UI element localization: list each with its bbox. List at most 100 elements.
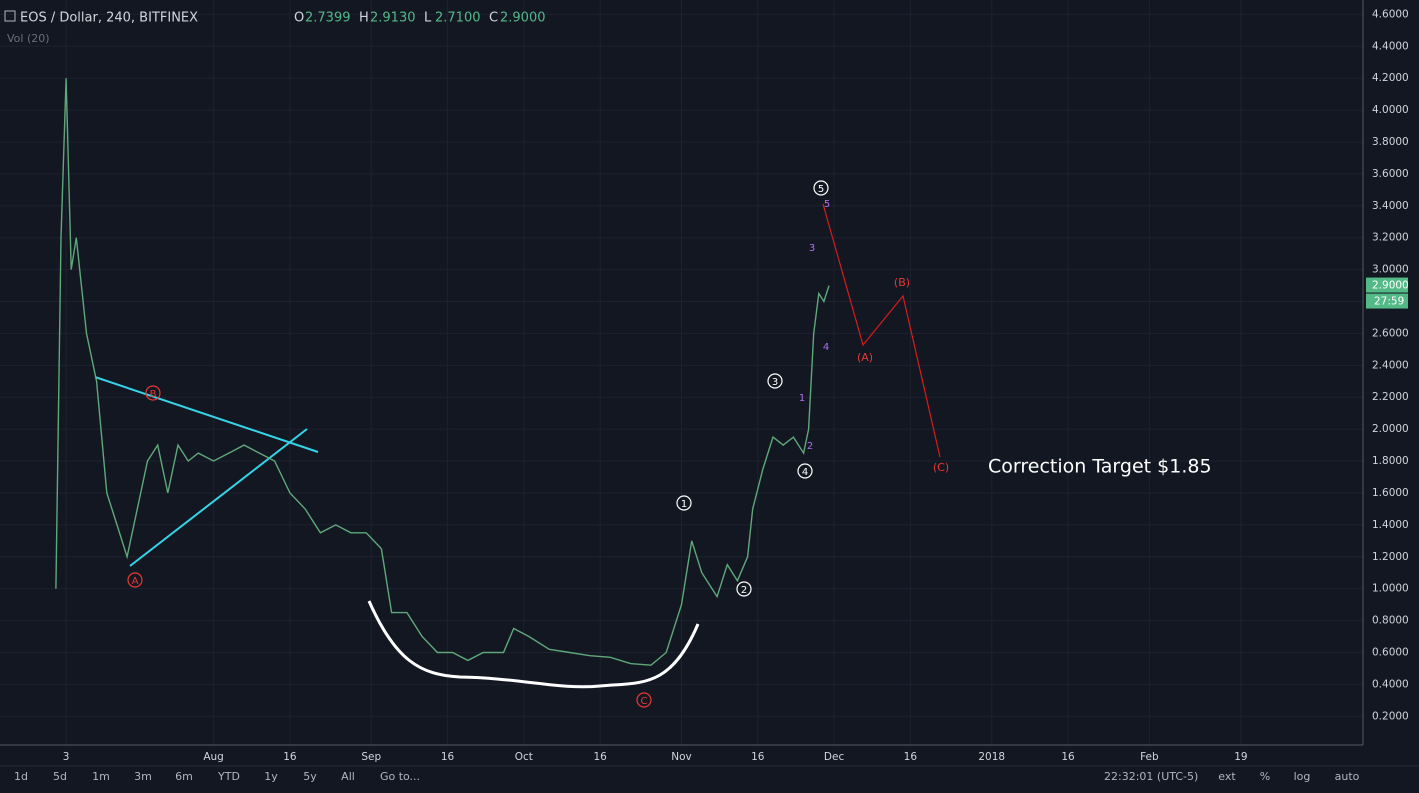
y-tick-label: 4.4000 [1372, 40, 1409, 52]
y-tick-label: 3.0000 [1372, 264, 1409, 276]
range-button[interactable]: 1d [14, 770, 28, 783]
y-tick-label: 4.0000 [1372, 104, 1409, 116]
ohlc-key: H [359, 11, 369, 26]
ohlc-key: O [294, 11, 304, 26]
correction-label: (B) [894, 276, 910, 289]
wave-label: 1 [681, 499, 687, 510]
price-line [55, 78, 830, 666]
y-tick-label: 1.8000 [1372, 455, 1409, 467]
trendline [129, 428, 308, 567]
x-tick-label: Aug [203, 751, 224, 763]
x-tick-label: 16 [441, 751, 455, 763]
ohlc-value: 2.7399 [305, 11, 351, 26]
range-button[interactable]: 5d [53, 770, 67, 783]
y-tick-label: 3.8000 [1372, 136, 1409, 148]
y-tick-label: 4.2000 [1372, 72, 1409, 84]
price-tag [1366, 277, 1408, 293]
correction-label: (A) [857, 351, 873, 364]
option-button[interactable]: % [1260, 770, 1270, 783]
wave-circle [636, 692, 652, 708]
ohlc-key: C [489, 11, 498, 26]
projection-path [822, 203, 941, 458]
y-tick-label: 0.2000 [1372, 710, 1409, 722]
y-tick-label: 2.0000 [1372, 423, 1409, 435]
y-tick-label: 1.0000 [1372, 583, 1409, 595]
range-button[interactable]: 5y [303, 770, 317, 783]
indicator-label[interactable]: Vol (20) [7, 32, 50, 45]
bowl-curve [367, 600, 700, 689]
wave-circle [145, 385, 161, 401]
ohlc-key: L [424, 11, 432, 26]
y-tick-label: 2.2000 [1372, 391, 1409, 403]
option-button[interactable]: auto [1335, 770, 1360, 783]
x-tick-label: Oct [515, 751, 533, 763]
range-button[interactable]: YTD [217, 770, 240, 783]
wave-label: 3 [772, 377, 778, 388]
ohlc-value: 2.9130 [370, 11, 416, 26]
x-tick-label: 16 [593, 751, 607, 763]
wave-circle [676, 495, 692, 511]
x-tick-label: Nov [671, 751, 692, 763]
x-tick-label: 2018 [978, 751, 1005, 763]
y-tick-label: 1.6000 [1372, 487, 1409, 499]
wave-circle [813, 180, 829, 196]
wave-circle [797, 463, 813, 479]
correction-label: (C) [933, 461, 949, 474]
y-tick-label: 2.6000 [1372, 327, 1409, 339]
range-button[interactable]: 1y [264, 770, 278, 783]
wave-label: C [641, 696, 648, 707]
overlay: 0.2000 0.4000 0.6000 0.8000 1.0000 1.2000 1.40… [14, 8, 1409, 783]
collapse-icon[interactable] [4, 10, 16, 22]
y-tick-label: 4.6000 [1372, 8, 1409, 20]
y-tick-label: 1.4000 [1372, 519, 1409, 531]
subwave-label: 4 [823, 342, 829, 353]
range-button[interactable]: Go to... [380, 770, 420, 783]
x-tick-label: 16 [1061, 751, 1075, 763]
trendline [94, 376, 319, 453]
countdown: 27:59 [1374, 296, 1404, 308]
range-button[interactable]: 6m [175, 770, 193, 783]
x-tick-label: Feb [1140, 751, 1159, 763]
option-button[interactable]: log [1294, 770, 1311, 783]
wave-circle [736, 581, 752, 597]
subwave-label: 5 [824, 199, 830, 210]
symbol-title[interactable]: EOS / Dollar, 240, BITFINEX [20, 11, 198, 26]
ohlc-value: 2.9000 [500, 11, 546, 26]
grid [0, 0, 1363, 745]
option-button[interactable]: ext [1218, 770, 1236, 783]
subwave-label: 3 [809, 243, 815, 254]
range-button[interactable]: 3m [134, 770, 152, 783]
y-tick-label: 3.2000 [1372, 232, 1409, 244]
x-tick-label: Dec [824, 751, 845, 763]
y-tick-label: 0.4000 [1372, 678, 1409, 690]
y-tick-label: 2.4000 [1372, 359, 1409, 371]
clock: 22:32:01 (UTC-5) [1104, 770, 1198, 783]
x-tick-label: Sep [361, 751, 381, 763]
countdown-tag [1366, 293, 1408, 309]
wave-circle [767, 373, 783, 389]
ohlc-value: 2.7100 [435, 11, 481, 26]
range-button[interactable]: 1m [92, 770, 110, 783]
subwave-label: 2 [807, 441, 813, 452]
toolbar [0, 766, 1419, 793]
y-tick-label: 3.4000 [1372, 200, 1409, 212]
wave-label: A [132, 576, 139, 587]
x-tick-label: 3 [63, 751, 70, 763]
wave-label: 2 [741, 585, 747, 596]
y-tick-label: 0.6000 [1372, 646, 1409, 658]
target-text: Correction Target $1.85 [988, 456, 1212, 478]
y-tick-label: 3.6000 [1372, 168, 1409, 180]
x-tick-label: 19 [1234, 751, 1247, 763]
wave-circle [127, 572, 143, 588]
x-tick-label: 16 [904, 751, 918, 763]
wave-label: 5 [818, 184, 824, 195]
x-tick-label: 16 [283, 751, 297, 763]
wave-label: 4 [802, 467, 808, 478]
y-tick-label: 1.2000 [1372, 551, 1409, 563]
x-tick-label: 16 [751, 751, 765, 763]
subwave-label: 1 [799, 393, 805, 404]
range-button[interactable]: All [341, 770, 355, 783]
